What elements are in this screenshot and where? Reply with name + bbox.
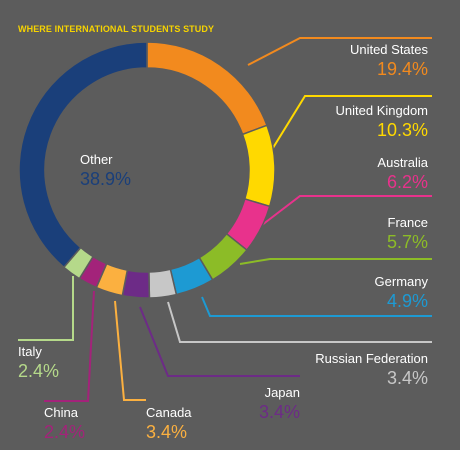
label-china: China 2.4% [44,405,85,443]
label-japan: Japan 3.4% [259,385,300,423]
slice-value: 3.4% [258,402,300,422]
label-canada: Canada 3.4% [146,405,192,443]
slice-value: 19.4% [376,59,428,79]
leader-line-russian-federation [167,301,432,343]
chart-title: WHERE INTERNATIONAL STUDENTS STUDY [18,24,215,34]
slice-name: Italy [18,344,42,359]
slice-value: 2.4% [44,422,86,442]
leader-line-australia [261,195,432,226]
slice-name: France [387,215,428,230]
slice-name: United States [349,42,428,57]
leader-line-canada [114,300,146,401]
label-italy: Italy 2.4% [18,344,59,382]
slice-other [18,41,148,269]
label-united-states: United States 19.4% [350,42,428,80]
leader-line-united-states [247,37,432,66]
leader-line-germany [201,296,432,317]
label-other: Other 38.9% [80,152,131,190]
label-united-kingdom: United Kingdom 10.3% [336,103,429,141]
label-australia: Australia 6.2% [377,155,428,193]
label-germany: Germany 4.9% [375,274,428,312]
slice-united-kingdom [241,124,276,208]
slice-value: 5.7% [386,232,428,252]
label-russian-federation: Russian Federation 3.4% [315,351,428,389]
slice-name: China [44,405,78,420]
slice-value: 3.4% [386,368,428,388]
leader-line-france [239,258,432,265]
slice-united-states [146,41,268,136]
slice-name: Other [80,152,113,167]
leader-lines [18,37,432,402]
slice-name: Australia [377,155,428,170]
slice-value: 38.9% [80,169,132,189]
slice-name: Japan [264,385,300,400]
donut-slices [18,41,276,299]
slice-value: 3.4% [146,422,188,442]
slice-name: Germany [374,274,428,289]
slice-name: United Kingdom [335,103,429,118]
leader-line-japan [139,306,300,377]
leader-line-china [44,290,95,402]
slice-value: 6.2% [386,172,428,192]
leader-line-united-kingdom [267,95,432,157]
slice-name: Russian Federation [315,351,428,366]
slice-value: 2.4% [18,361,60,381]
label-france: France 5.7% [387,215,428,253]
slice-name: Canada [146,405,192,420]
leader-line-italy [18,276,74,341]
slice-value: 4.9% [386,291,428,311]
slice-value: 10.3% [376,120,428,140]
